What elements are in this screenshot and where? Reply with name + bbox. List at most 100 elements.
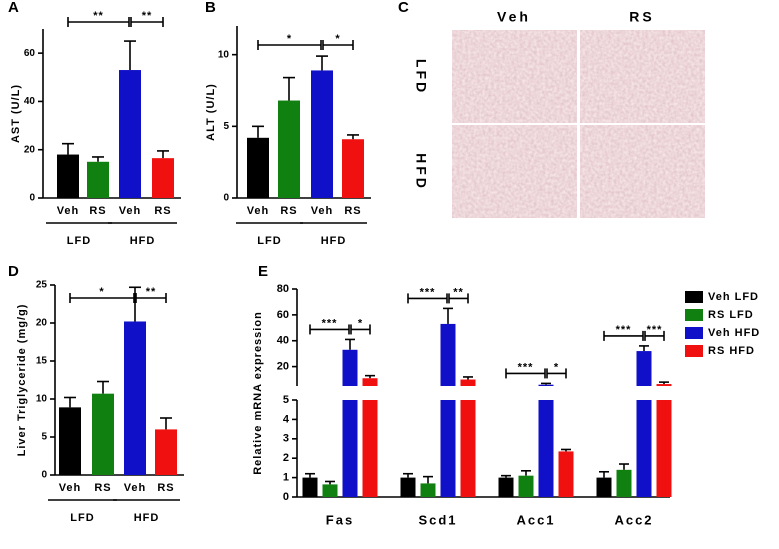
group-label: HFD [321, 235, 347, 247]
y-tick-label: 10 [36, 394, 48, 405]
bar [155, 429, 177, 475]
bar-upper [362, 378, 378, 386]
bar [302, 477, 318, 497]
bar [152, 158, 174, 198]
sig-label: ** [146, 286, 157, 298]
bar [247, 137, 269, 198]
group-label: LFD [257, 235, 281, 247]
x-tick-label: Veh [124, 482, 147, 494]
x-tick-label: RS [94, 482, 111, 494]
bar [322, 484, 338, 497]
legend-swatch [685, 309, 703, 321]
bar [440, 400, 456, 497]
legend-label: RS HFD [708, 345, 755, 357]
legend-swatch [685, 327, 703, 339]
sig-label: *** [647, 324, 663, 336]
row-label: LFD [413, 59, 429, 95]
y-tick-label: 1 [283, 472, 289, 484]
y-tick-label: 2 [283, 452, 289, 464]
bar-upper [342, 349, 358, 386]
legend-label: Veh LFD [708, 291, 759, 303]
sig-label: ** [453, 286, 464, 298]
bar [87, 161, 109, 198]
sig-label: ** [142, 10, 153, 22]
panel-label: B [205, 0, 216, 16]
bar [518, 475, 534, 497]
x-tick-label: Veh [59, 482, 82, 494]
histology-image [580, 125, 705, 218]
bar [342, 139, 364, 198]
bar [362, 400, 378, 497]
bar [400, 477, 416, 497]
histology-image [580, 30, 705, 123]
bar [311, 70, 333, 198]
bar [59, 407, 81, 475]
bar-upper [656, 384, 672, 386]
y-axis-label: ALT (U/L) [205, 83, 217, 141]
x-tick-label: RS [280, 205, 297, 217]
y-tick-label: 25 [36, 280, 48, 291]
bar [278, 100, 300, 198]
sig-label: *** [616, 324, 632, 336]
column-label: RS [629, 9, 654, 25]
bar [119, 70, 141, 198]
bar-upper [460, 379, 476, 386]
y-tick-label: 5 [223, 121, 229, 132]
x-tick-label: RS [344, 205, 361, 217]
column-label: Veh [497, 9, 531, 25]
bar [124, 321, 146, 475]
bar [420, 483, 436, 497]
y-tick-label: 0 [223, 193, 229, 204]
y-tick-label: 40 [24, 96, 36, 107]
y-tick-label: 40 [277, 335, 289, 347]
y-axis-label: AST (U/L) [10, 84, 22, 143]
x-tick-label: Acc1 [516, 512, 555, 527]
histology-image [452, 30, 577, 123]
y-tick-label: 20 [36, 318, 48, 329]
x-tick-label: Fas [326, 512, 354, 527]
bar [498, 477, 514, 497]
sig-label: ** [93, 10, 104, 22]
group-label: HFD [134, 512, 160, 524]
bar [616, 469, 632, 497]
bar [538, 400, 554, 497]
y-tick-label: 3 [283, 433, 289, 445]
y-tick-label: 0 [283, 491, 289, 503]
row-label: HFD [413, 153, 429, 191]
panel-label: D [8, 263, 19, 280]
legend-swatch [685, 345, 703, 357]
x-tick-label: Veh [247, 205, 270, 217]
bar-upper [636, 351, 652, 386]
x-tick-label: RS [157, 482, 174, 494]
y-tick-label: 0 [29, 193, 35, 204]
y-axis-label: Relative mRNA expression [252, 311, 264, 475]
panel-label: A [8, 0, 19, 16]
panel-label: C [398, 0, 409, 16]
y-tick-label: 4 [283, 413, 290, 425]
sig-label: *** [518, 361, 534, 373]
bar [656, 400, 672, 497]
group-label: LFD [70, 512, 94, 524]
x-tick-label: Veh [311, 205, 334, 217]
legend-label: RS LFD [708, 309, 754, 321]
y-tick-label: 15 [36, 356, 48, 367]
bar-upper [538, 384, 554, 386]
x-tick-label: RS [89, 205, 106, 217]
x-tick-label: Veh [57, 205, 80, 217]
y-tick-label: 60 [277, 309, 289, 321]
y-tick-label: 80 [277, 283, 289, 295]
x-tick-label: Veh [119, 205, 142, 217]
y-tick-label: 20 [24, 144, 36, 155]
bar [460, 400, 476, 497]
sig-label: * [287, 33, 292, 45]
sig-label: * [554, 361, 559, 373]
bar [342, 400, 358, 497]
y-tick-label: 20 [277, 361, 289, 373]
bar [57, 154, 79, 198]
sig-label: * [99, 286, 104, 298]
bar-upper [440, 323, 456, 386]
group-label: HFD [130, 235, 156, 247]
y-axis-label: Liver Triglyceride (mg/g) [16, 304, 28, 457]
bar [558, 451, 574, 497]
sig-label: *** [420, 286, 436, 298]
